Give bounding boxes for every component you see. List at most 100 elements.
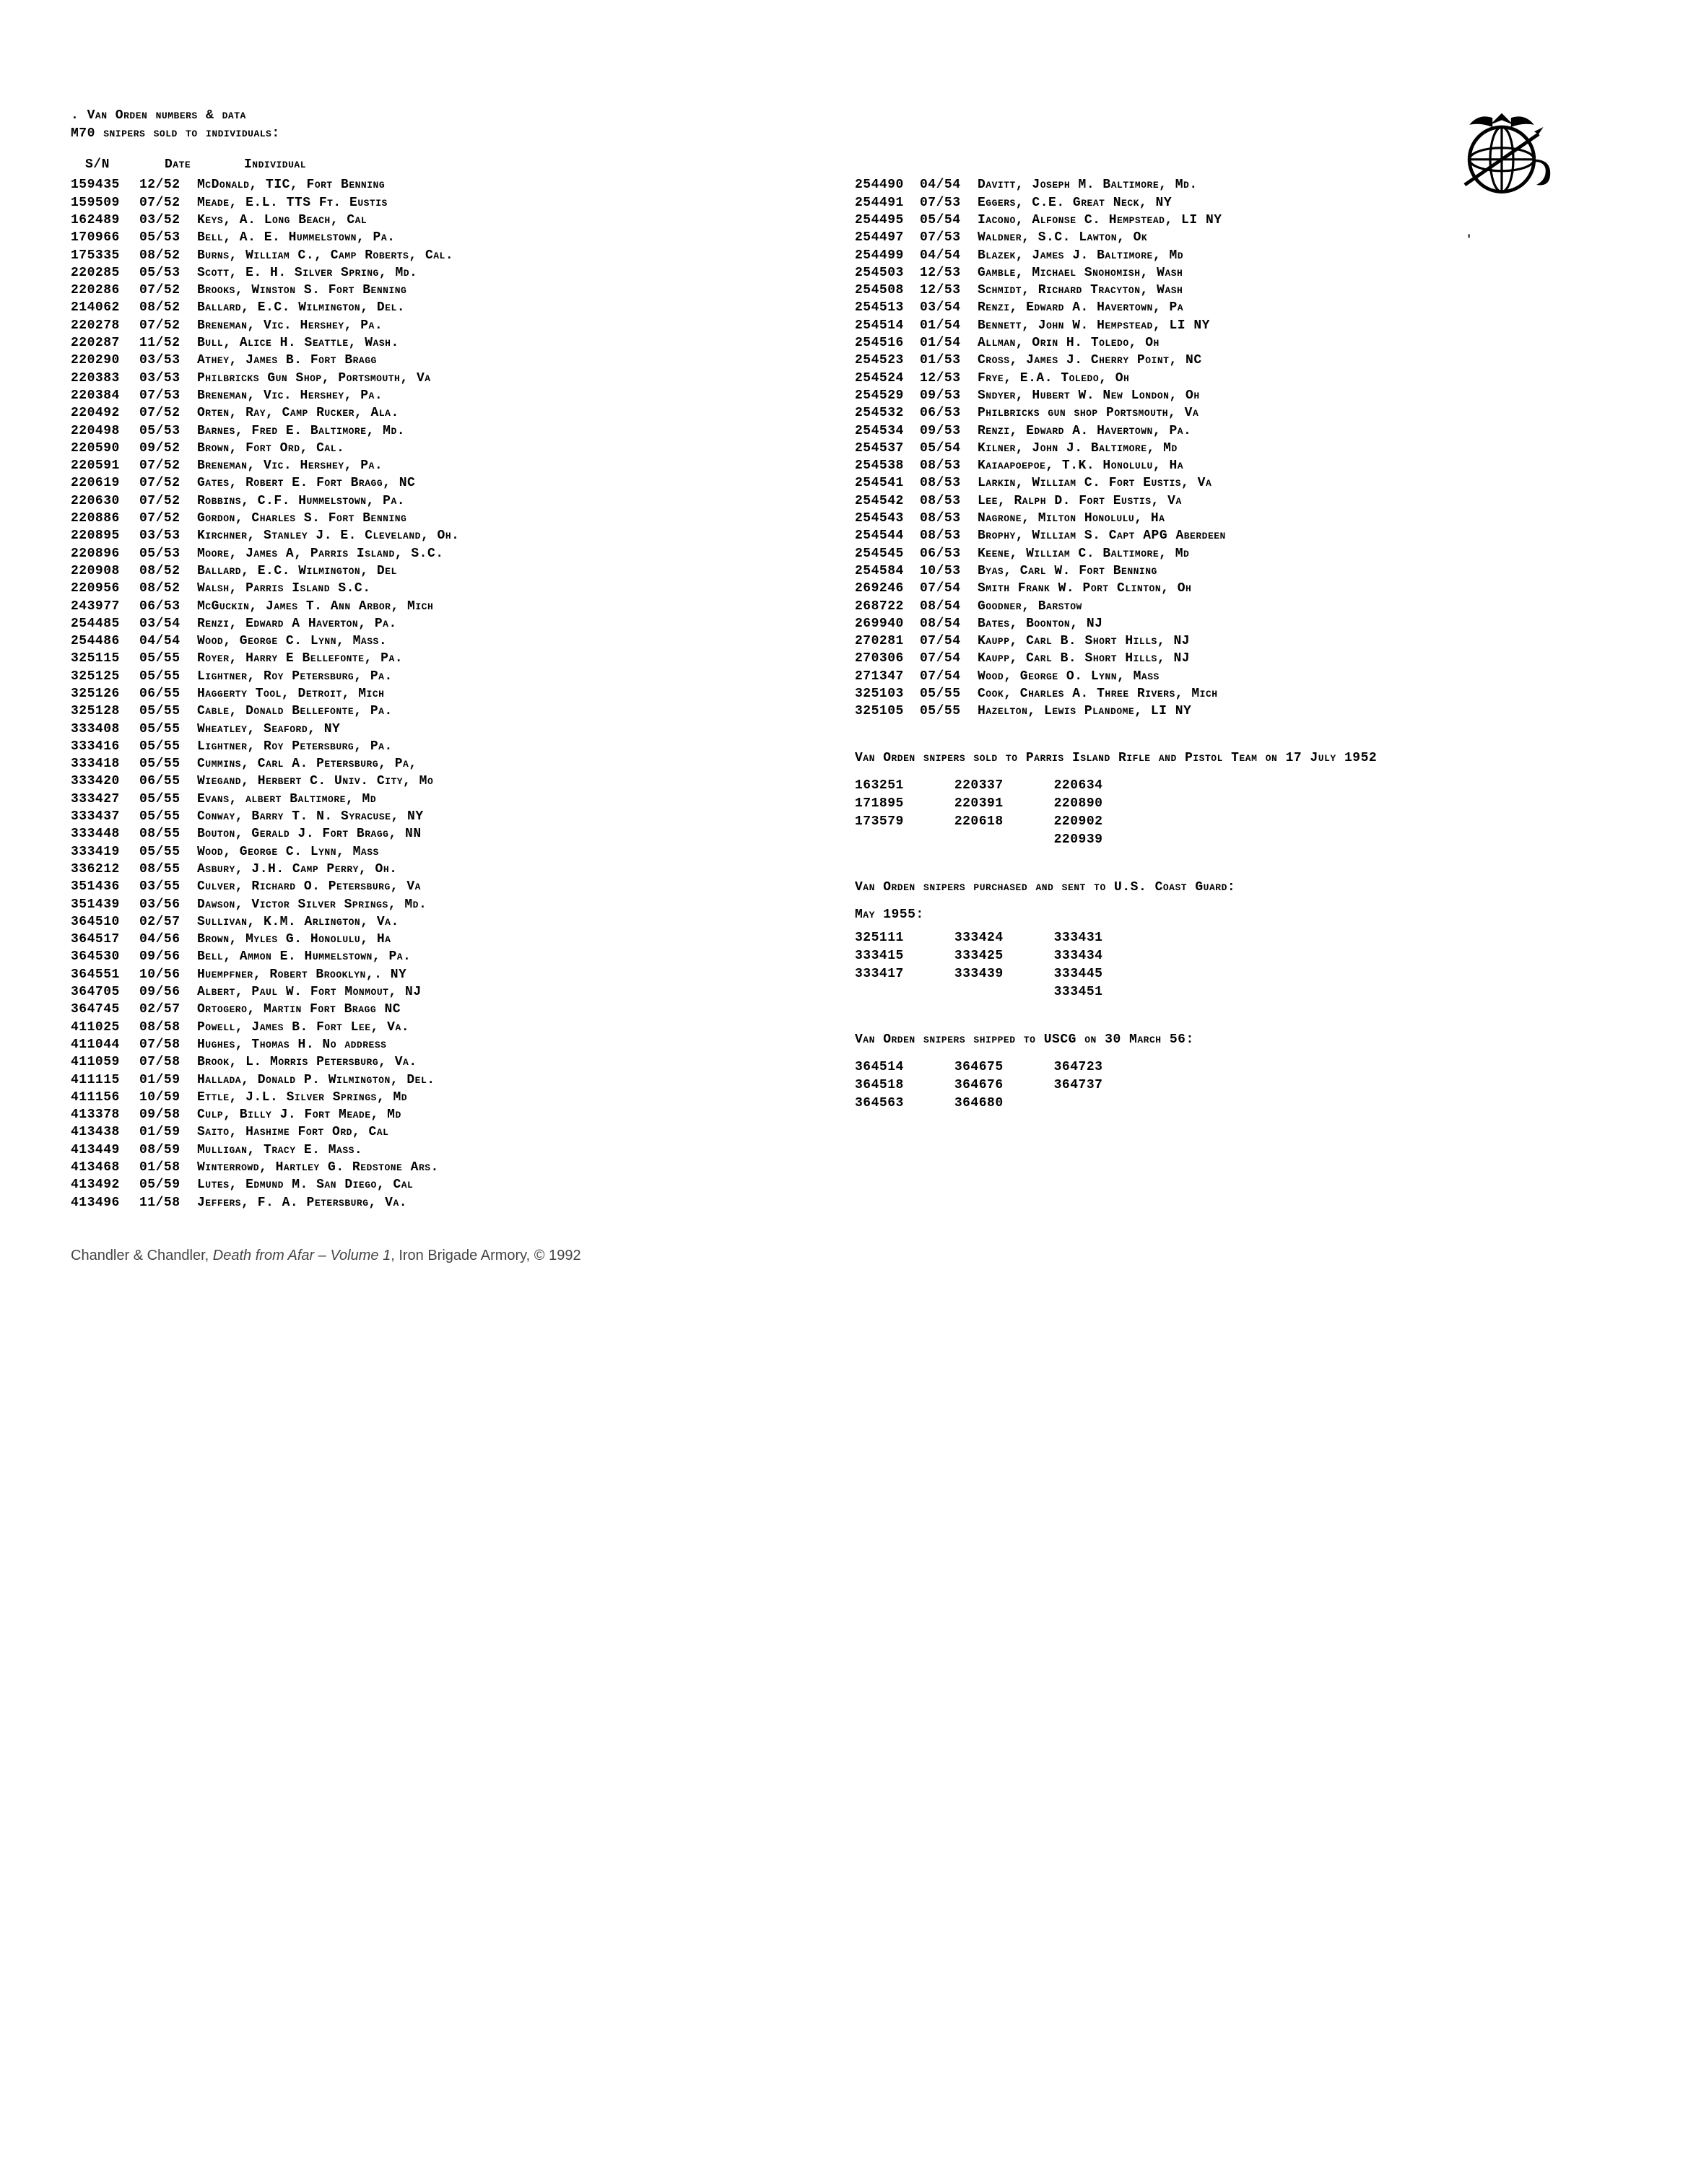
- cell-individual: Keene, William C. Baltimore, Md: [978, 545, 1617, 562]
- sn-column: 220337220391220618: [954, 777, 1004, 850]
- cell-sn: 336212: [71, 861, 139, 878]
- cell-date: 08/55: [139, 861, 197, 878]
- cell-date: 07/52: [139, 282, 197, 299]
- coast-guard-sn-grid: 325111333415333417 333424333425333439 3334…: [855, 929, 1617, 1002]
- table-row: 25451601/54Allman, Orin H. Toledo, Oh: [855, 334, 1617, 352]
- sn-value: 220902: [1054, 813, 1103, 831]
- cell-date: 03/56: [139, 896, 197, 913]
- sn-value: 364680: [954, 1095, 1004, 1113]
- cell-sn: 269246: [855, 580, 920, 597]
- cell-date: 07/54: [920, 668, 978, 685]
- cell-date: 07/52: [139, 317, 197, 334]
- citation-title: Death from Afar – Volume 1: [213, 1248, 391, 1263]
- sn-value: 364737: [1054, 1076, 1103, 1095]
- table-row: 32512606/55Haggerty Tool, Detroit, Mich: [71, 685, 833, 702]
- cell-date: 05/55: [139, 755, 197, 773]
- cell-date: 08/59: [139, 1141, 197, 1159]
- cell-date: 08/54: [920, 615, 978, 632]
- cell-date: 07/53: [920, 194, 978, 212]
- cell-individual: Breneman, Vic. Hershey, Pa.: [197, 387, 833, 404]
- cell-sn: 254491: [855, 194, 920, 212]
- cell-individual: Meade, E.L. TTS Ft. Eustis: [197, 194, 833, 212]
- cell-date: 04/54: [920, 176, 978, 193]
- cell-date: 09/56: [139, 983, 197, 1001]
- cell-date: 01/53: [920, 352, 978, 369]
- table-row: 35143903/56Dawson, Victor Silver Springs…: [71, 896, 833, 913]
- cell-date: 08/54: [920, 598, 978, 615]
- cell-individual: Breneman, Vic. Hershey, Pa.: [197, 457, 833, 474]
- cell-individual: Burns, William C., Camp Roberts, Cal.: [197, 247, 833, 264]
- sn-value: 220890: [1054, 795, 1103, 813]
- cell-date: 09/53: [920, 422, 978, 440]
- cell-individual: Kilner, John J. Baltimore, Md: [978, 440, 1617, 457]
- cell-sn: 220630: [71, 492, 139, 510]
- header-line-1: . Van Orden numbers & data: [71, 107, 1617, 125]
- right-column: 25449004/54Davitt, Joseph M. Baltimore, …: [855, 176, 1617, 1211]
- cell-sn: 333427: [71, 791, 139, 808]
- cell-sn: 413492: [71, 1176, 139, 1193]
- cell-date: 05/55: [139, 843, 197, 861]
- cell-individual: Jeffers, F. A. Petersburg, Va.: [197, 1194, 833, 1211]
- cell-individual: Brooks, Winston S. Fort Benning: [197, 282, 833, 299]
- cell-sn: 364745: [71, 1001, 139, 1018]
- cell-date: 07/52: [139, 457, 197, 474]
- sn-value: 333431: [1054, 929, 1103, 947]
- table-row: 32510305/55Cook, Charles A. Three Rivers…: [855, 685, 1617, 702]
- cell-sn: 220498: [71, 422, 139, 440]
- table-row: 16248903/52Keys, A. Long Beach, Cal: [71, 212, 833, 229]
- cell-sn: 254516: [855, 334, 920, 352]
- cell-date: 05/55: [139, 791, 197, 808]
- cell-date: 07/52: [139, 492, 197, 510]
- cell-individual: Bates, Boonton, NJ: [978, 615, 1617, 632]
- sn-column: 333431333434333445333451: [1054, 929, 1103, 1002]
- sn-column: 333424333425333439: [954, 929, 1004, 1002]
- sn-value: 364563: [855, 1095, 904, 1113]
- cell-individual: Kirchner, Stanley J. E. Cleveland, Oh.: [197, 527, 833, 544]
- table-row: 22038407/53Breneman, Vic. Hershey, Pa.: [71, 387, 833, 404]
- cell-sn: 254584: [855, 562, 920, 580]
- cell-individual: Allman, Orin H. Toledo, Oh: [978, 334, 1617, 352]
- cell-individual: Brophy, William S. Capt APG Aberdeen: [978, 527, 1617, 544]
- coast-guard-subtitle: May 1955:: [855, 908, 1617, 922]
- table-row: 25450312/53Gamble, Michael Snohomish, Wa…: [855, 264, 1617, 282]
- cell-sn: 270281: [855, 632, 920, 650]
- table-row: 41343801/59Saito, Hashime Fort Ord, Cal: [71, 1123, 833, 1141]
- cell-sn: 254497: [855, 229, 920, 246]
- cell-individual: Wiegand, Herbert C. Univ. City, Mo: [197, 773, 833, 790]
- cell-sn: 351436: [71, 878, 139, 895]
- table-row: 24397706/53McGuckin, James T. Ann Arbor,…: [71, 598, 833, 615]
- sn-value: 171895: [855, 795, 904, 813]
- cell-date: 03/53: [139, 352, 197, 369]
- table-row: 25451401/54Bennett, John W. Hempstead, L…: [855, 317, 1617, 334]
- cell-sn: 325128: [71, 702, 139, 720]
- cell-sn: 269940: [855, 615, 920, 632]
- sn-value: 163251: [855, 777, 904, 795]
- cell-date: 07/53: [920, 229, 978, 246]
- table-row: 25453409/53Renzi, Edward A. Havertown, P…: [855, 422, 1617, 440]
- sn-value: 220634: [1054, 777, 1103, 795]
- cell-sn: 364551: [71, 966, 139, 983]
- table-row: 25454208/53Lee, Ralph D. Fort Eustis, Va: [855, 492, 1617, 510]
- cell-individual: Lutes, Edmund M. San Diego, Cal: [197, 1176, 833, 1193]
- cell-individual: Wood, George C. Lynn, Mass: [197, 843, 833, 861]
- cell-sn: 333420: [71, 773, 139, 790]
- cell-individual: Waldner, S.C. Lawton, Ok: [978, 229, 1617, 246]
- table-row: 32511505/55Royer, Harry E Bellefonte, Pa…: [71, 650, 833, 667]
- sn-column: 325111333415333417: [855, 929, 904, 1002]
- cell-individual: Bull, Alice H. Seattle, Wash.: [197, 334, 833, 352]
- cell-date: 08/53: [920, 492, 978, 510]
- cell-sn: 220286: [71, 282, 139, 299]
- cell-sn: 364705: [71, 983, 139, 1001]
- cell-date: 05/55: [139, 721, 197, 738]
- cell-date: 07/58: [139, 1036, 197, 1053]
- table-row: 36451002/57Sullivan, K.M. Arlington, Va.: [71, 913, 833, 931]
- table-row: 36474502/57Ortogero, Martin Fort Bragg N…: [71, 1001, 833, 1018]
- cell-sn: 333437: [71, 808, 139, 825]
- cell-sn: 220619: [71, 474, 139, 492]
- parris-sn-grid: 1632511718951735792203372203912206182206…: [855, 777, 1617, 850]
- cell-sn: 254542: [855, 492, 920, 510]
- cell-sn: 325126: [71, 685, 139, 702]
- cell-date: 11/58: [139, 1194, 197, 1211]
- cell-date: 08/58: [139, 1019, 197, 1036]
- table-row: 36451704/56Brown, Myles G. Honolulu, Ha: [71, 931, 833, 948]
